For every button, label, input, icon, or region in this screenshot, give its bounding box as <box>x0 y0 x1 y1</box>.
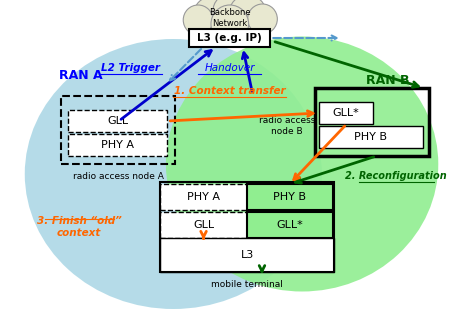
Text: Handover: Handover <box>204 63 254 73</box>
Text: 1. Context transfer: 1. Context transfer <box>174 86 285 96</box>
Text: mobile terminal: mobile terminal <box>211 280 282 289</box>
FancyBboxPatch shape <box>246 212 332 238</box>
Text: Backbone
Network: Backbone Network <box>208 8 250 28</box>
FancyBboxPatch shape <box>318 126 422 148</box>
Text: 3. Finish “old”
context: 3. Finish “old” context <box>37 216 121 238</box>
Text: GLL: GLL <box>193 220 213 230</box>
FancyBboxPatch shape <box>246 184 332 210</box>
FancyBboxPatch shape <box>160 238 333 272</box>
FancyBboxPatch shape <box>160 212 246 238</box>
Text: PHY A: PHY A <box>187 192 219 202</box>
Text: L3 (e.g. IP): L3 (e.g. IP) <box>197 33 262 43</box>
Text: 2. Reconfiguration: 2. Reconfiguration <box>345 171 446 181</box>
Circle shape <box>228 0 266 33</box>
Circle shape <box>213 0 246 28</box>
Text: L2 Trigger: L2 Trigger <box>101 63 160 73</box>
Text: radio access node A: radio access node A <box>73 172 163 181</box>
Text: PHY A: PHY A <box>101 140 134 150</box>
Text: GLL: GLL <box>107 116 128 126</box>
Ellipse shape <box>25 39 321 309</box>
FancyBboxPatch shape <box>189 29 270 47</box>
Text: GLL*: GLL* <box>276 220 302 230</box>
FancyBboxPatch shape <box>318 102 373 124</box>
Text: L3: L3 <box>240 250 253 260</box>
FancyBboxPatch shape <box>160 184 246 210</box>
Text: radio access
node B: radio access node B <box>258 116 315 136</box>
Text: PHY B: PHY B <box>354 132 386 142</box>
Circle shape <box>211 5 248 43</box>
Text: RAN A: RAN A <box>59 69 103 82</box>
Circle shape <box>183 5 213 35</box>
Text: RAN B: RAN B <box>366 74 409 87</box>
Circle shape <box>193 0 232 36</box>
FancyBboxPatch shape <box>68 110 167 132</box>
Text: PHY B: PHY B <box>273 192 306 202</box>
Circle shape <box>247 4 277 34</box>
Text: GLL*: GLL* <box>332 108 359 118</box>
Ellipse shape <box>166 36 437 292</box>
FancyBboxPatch shape <box>68 134 167 156</box>
